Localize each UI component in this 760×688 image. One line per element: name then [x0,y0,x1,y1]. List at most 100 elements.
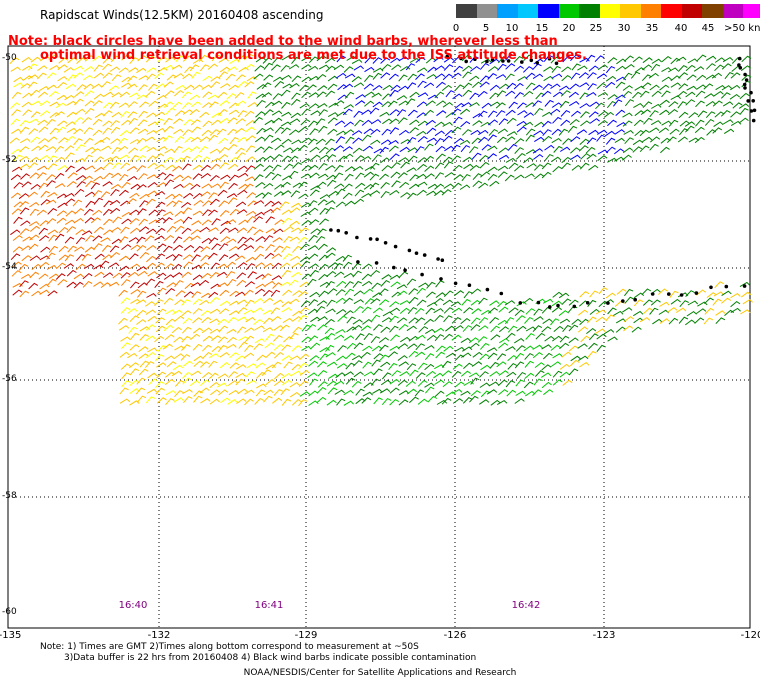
wind-barb [622,147,634,154]
wind-barb [451,334,462,341]
wind-barb [73,128,84,135]
wind-barb [514,352,525,360]
wind-barb [461,54,472,62]
wind-barb [409,369,419,377]
wind-barb [207,94,219,100]
wind-barb [416,287,426,295]
wind-barb [675,307,687,313]
contamination-circle [536,300,541,305]
wind-barb [271,315,282,322]
wind-barb [318,273,329,281]
wind-barb [460,337,471,344]
wind-barb [238,66,249,73]
wind-barb [470,288,482,295]
wind-barb [199,387,210,394]
wind-barb [219,227,230,234]
wind-barb [139,193,150,200]
wind-barb [11,166,23,172]
wind-barb [13,82,24,88]
wind-barb [281,74,292,80]
wind-barb [598,287,608,295]
wind-barb [121,380,131,388]
wind-barb [54,172,65,180]
wind-barb [56,262,66,270]
wind-barb [470,65,481,72]
wind-barb [165,398,175,406]
wind-barb [72,199,83,207]
wind-barb [461,173,471,182]
wind-barb [443,64,454,71]
wind-barb [272,282,283,289]
wind-barb [361,119,372,126]
wind-barb [397,290,408,297]
wind-barb [319,336,330,342]
wind-barb [130,244,141,251]
wind-barb [427,395,438,403]
wind-barb [740,65,751,72]
wind-barb [398,56,409,62]
wind-barb [434,65,445,71]
wind-barb [569,100,580,107]
wind-barb [265,216,275,224]
wind-barb [9,137,20,144]
wind-barb [724,71,734,80]
wind-barb [389,325,399,333]
wind-barb [228,253,240,259]
wind-barb [130,288,141,295]
wind-barb [237,54,248,62]
wind-barb [721,290,732,297]
wind-barb [102,181,113,187]
wind-barb [712,127,723,134]
wind-barb [325,344,335,352]
wind-barb [507,354,518,362]
contamination-circle [556,303,560,308]
wind-barb [263,165,274,172]
wind-barb [372,388,383,394]
wind-barb [118,289,128,297]
contamination-circle [749,90,753,95]
wind-barb [37,119,48,126]
wind-barb [209,198,220,206]
wind-barb [433,308,444,314]
wind-barb [559,335,570,343]
wind-barb [408,350,419,358]
wind-barb [325,252,336,259]
wind-barb [247,102,258,108]
wind-barb [558,310,569,317]
wind-barb [551,102,563,108]
wind-barb [344,166,356,172]
wind-barb [256,99,266,107]
wind-barb [381,164,392,172]
wind-barb [163,324,174,332]
wind-barb [362,280,373,287]
wind-barb [489,316,499,324]
wind-barb [202,75,213,82]
wind-barb [541,381,552,389]
wind-barb [462,156,473,163]
wind-barb [704,307,715,315]
wind-barb [146,292,157,298]
wind-barb [227,66,238,72]
wind-barb [164,371,176,378]
wind-barb [264,252,275,260]
wind-barb [525,128,536,136]
wind-barb [180,201,192,208]
wind-barb [319,154,330,161]
wind-barb [559,342,570,350]
wind-barb [532,63,542,71]
wind-barb [199,64,210,72]
wind-barb [631,326,642,333]
wind-barb [154,153,165,160]
wind-barb [506,389,517,397]
wind-barb [643,117,653,125]
wind-barb [192,317,203,324]
legend-tick-label: 45 [701,23,715,34]
lat-label: -60 [2,607,17,617]
wind-barb [76,84,87,91]
wind-barb [308,92,319,98]
wind-barb [382,118,393,125]
wind-barb [379,146,389,154]
wind-barb [128,237,140,243]
wind-barb [471,308,482,315]
